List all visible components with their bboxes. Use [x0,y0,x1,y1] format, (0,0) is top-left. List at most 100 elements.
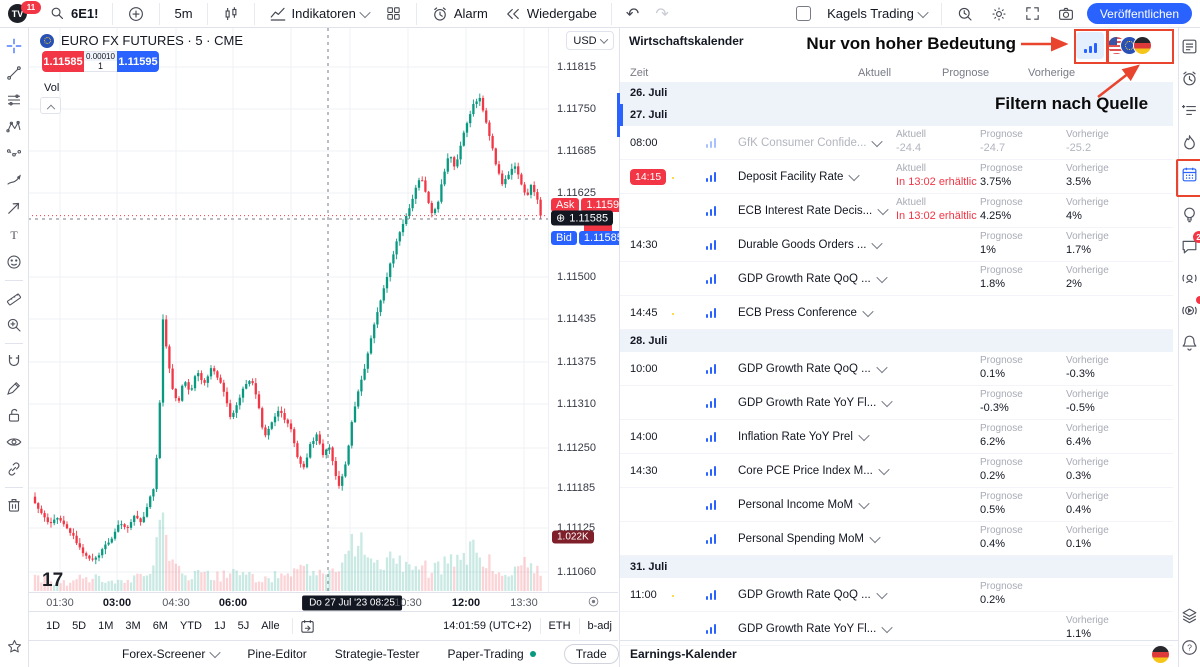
remove-drawings-tool[interactable] [1,492,27,518]
range-6m[interactable]: 6M [152,620,168,632]
range-5d[interactable]: 5D [72,620,87,632]
symbol-search[interactable]: 6E1! [41,0,106,27]
hotlists-icon[interactable] [1179,130,1200,154]
object-tree-icon[interactable] [1179,603,1200,627]
calendar-event-row[interactable]: Personal Spending MoM Prognose 0.4% Vorheri… [620,522,1173,556]
buy-button[interactable]: 1.11595 [117,51,159,72]
tab-strategie-tester[interactable]: Strategie-Tester [335,644,420,664]
hide-drawings-tool[interactable] [1,429,27,455]
event-name[interactable]: GfK Consumer Confide... [738,136,896,149]
text-tool[interactable] [1,222,27,248]
interval-button[interactable]: 5m [166,0,200,27]
replay-button[interactable]: Wiedergabe [496,0,605,27]
calendar-event-row[interactable]: 14:00 Inflation Rate YoY Prel Prognose 6.2%… [620,420,1173,454]
alert-button[interactable]: Alarm [423,0,496,27]
drawing-mode-tool[interactable] [1,375,27,401]
calendar-event-row[interactable]: 08:00 GfK Consumer Confide... Aktuell -24.4… [620,126,1173,160]
tab-pine-editor[interactable]: Pine-Editor [247,644,306,664]
lines-tool[interactable] [1,87,27,113]
event-name[interactable]: GDP Growth Rate QoQ ... [738,588,896,601]
goto-date-icon[interactable] [299,618,316,635]
tab-paper-trading[interactable]: Paper-Trading [447,644,536,664]
time-axis[interactable]: Do 27 Jul '23 08:25 01:30 03:00 04:30 06:00… [28,592,618,612]
calendar-event-row[interactable]: 14:15 Deposit Facility Rate Aktuell In 13:0… [620,160,1173,194]
earnings-calendar-section[interactable]: Earnings-Kalender [620,640,1179,667]
publish-button[interactable]: Veröffentlichen [1086,3,1192,24]
notifications-icon[interactable] [1179,330,1200,354]
quick-search-button[interactable] [948,0,982,27]
range-1j[interactable]: 1J [213,620,226,632]
help-icon[interactable] [1179,635,1200,659]
calendar-event-row[interactable]: GDP Growth Rate YoY Fl... Prognose -0.3% Vo… [620,386,1173,420]
range-1m[interactable]: 1M [98,620,114,632]
alerts-icon[interactable] [1179,66,1200,90]
tab-trade[interactable]: Trade [563,644,619,664]
magnet-tool[interactable] [1,348,27,374]
scroll-to-realtime-icon[interactable] [586,594,601,612]
compare-add-button[interactable] [119,0,153,27]
price-axis[interactable]: 1.11815 1.11750 1.11685 1.11625 1.11500 1.114… [548,28,619,592]
indicators-button[interactable]: Indikatoren [261,0,377,27]
chart-style-button[interactable] [214,0,248,27]
ideas-icon[interactable] [1179,202,1200,226]
event-name[interactable]: GDP Growth Rate QoQ ... [738,362,896,375]
event-name[interactable]: GDP Growth Rate YoY Fl... [738,396,896,409]
calendar-event-row[interactable]: 11:00 GDP Growth Rate QoQ ... Prognose 0.2% [620,578,1173,612]
calendar-event-row[interactable]: 14:30 Core PCE Price Index M... Prognose 0.… [620,454,1173,488]
calendar-event-row[interactable]: 14:30 Durable Goods Orders ... Prognose 1% V… [620,228,1173,262]
pattern-tool[interactable] [1,114,27,140]
streams-icon[interactable] [1179,296,1200,322]
calendar-event-row[interactable]: 10:00 GDP Growth Rate QoQ ... Prognose 0.1%… [620,352,1173,386]
source-filter-button[interactable] [1108,37,1151,54]
range-ytd[interactable]: YTD [179,620,202,632]
adjustment-toggle[interactable]: b-adj [587,620,612,632]
indicator-templates-button[interactable] [377,0,410,27]
sync-drawings-tool[interactable] [1,456,27,482]
calendar-event-row[interactable]: GDP Growth Rate YoY Fl... Vorherige 1.1% [620,612,1173,646]
panel-splitter-handle[interactable] [617,93,620,137]
calendar-event-row[interactable]: ECB Interest Rate Decis... Aktuell In 13:0… [620,194,1173,228]
event-name[interactable]: Durable Goods Orders ... [738,238,896,251]
settings-button[interactable] [982,0,1016,27]
session-toggle[interactable]: ETH [548,620,571,632]
calendar-event-row[interactable]: GDP Growth Rate QoQ ... Prognose 1.8% Vorhe… [620,262,1173,296]
snapshot-button[interactable] [1049,0,1083,27]
calendar-event-row[interactable]: Personal Income MoM Prognose 0.5% Vorherige… [620,488,1173,522]
measure-tool[interactable] [1,285,27,311]
candlestick-chart[interactable]: 17 [28,28,548,592]
sell-button[interactable]: 1.11585 [42,51,84,72]
chart-legend[interactable]: EURO FX FUTURES · 5 · CME [40,33,243,48]
watchlist-icon[interactable] [1179,34,1200,58]
event-name[interactable]: GDP Growth Rate QoQ ... [738,272,896,285]
calendar-event-row[interactable]: 14:45 ECB Press Conference [620,296,1173,330]
clock-display[interactable]: 14:01:59 (UTC+2) [443,620,532,632]
layout-select-checkbox[interactable] [788,0,819,27]
redo-button[interactable]: ↷ [655,5,669,23]
event-name[interactable]: GDP Growth Rate YoY Fl... [738,622,896,635]
undo-button[interactable]: ↶ [625,5,640,23]
chat-icon[interactable]: 2 [1179,231,1200,258]
emoji-tool[interactable] [1,249,27,275]
layout-menu[interactable]: Kagels Trading [819,0,935,27]
event-name[interactable]: Inflation Rate YoY Prel [738,430,896,443]
tab-forex-screener[interactable]: Forex-Screener [122,644,222,664]
fullscreen-button[interactable] [1016,0,1049,27]
favorites-star-icon[interactable] [1,633,27,659]
event-name[interactable]: Deposit Facility Rate [738,170,896,183]
legend-collapse-button[interactable] [40,97,61,114]
volume-indicator-label[interactable]: Vol [44,82,60,94]
event-name[interactable]: ECB Interest Rate Decis... [738,204,896,217]
range-1d[interactable]: 1D [46,620,61,632]
calendar-icon[interactable] [1179,162,1200,186]
data-window-icon[interactable] [1179,98,1200,122]
event-name[interactable]: Personal Spending MoM [738,532,896,545]
event-name[interactable]: Personal Income MoM [738,498,896,511]
event-name[interactable]: ECB Press Conference [738,306,896,319]
range-alle[interactable]: Alle [261,620,280,632]
importance-filter-button[interactable] [1076,32,1104,59]
arrow-tool[interactable] [1,195,27,221]
crosshair-tool[interactable] [1,33,27,59]
range-3m[interactable]: 3M [125,620,141,632]
currency-selector[interactable]: USD [566,31,614,50]
brush-tool[interactable] [1,168,27,194]
